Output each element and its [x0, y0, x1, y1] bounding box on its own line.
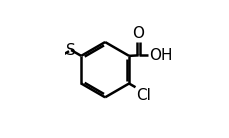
Text: O: O — [132, 26, 144, 41]
Text: Cl: Cl — [135, 88, 150, 103]
Text: OH: OH — [148, 48, 172, 63]
Text: S: S — [66, 43, 76, 58]
